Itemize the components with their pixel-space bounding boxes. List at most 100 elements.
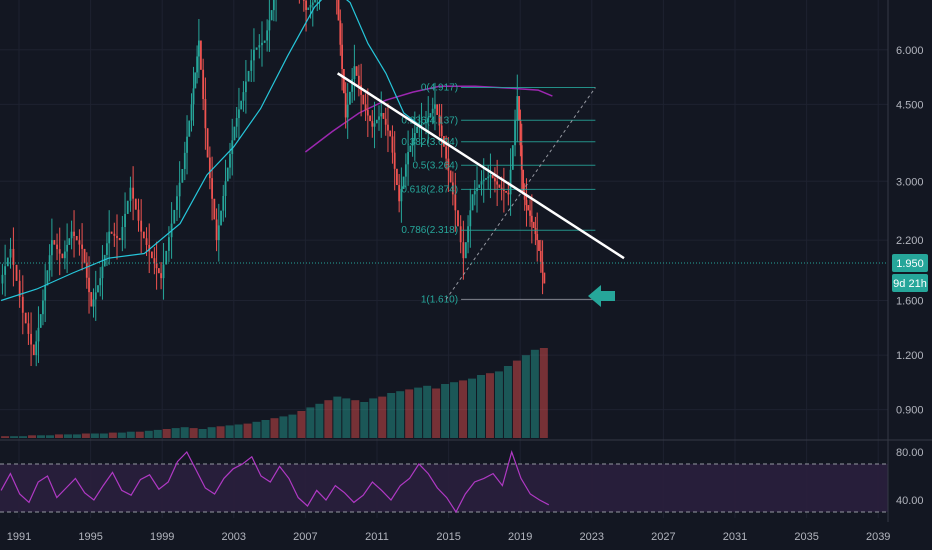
fib-level-label: 0.618(2.874) — [401, 184, 458, 195]
candle-body — [99, 278, 102, 286]
candle-body — [518, 96, 520, 121]
candle-body — [362, 94, 365, 105]
candle-body — [215, 219, 218, 241]
candle-body — [500, 187, 503, 190]
trendline[interactable] — [336, 72, 625, 260]
candle-body — [110, 231, 113, 234]
volume-bar — [108, 432, 117, 438]
price-badges: 1.950 9d 21h — [0, 253, 928, 292]
candle-body — [494, 178, 496, 182]
time-tick-label: 1999 — [150, 531, 174, 543]
candle-body — [496, 181, 499, 185]
candle-body — [78, 240, 81, 245]
candle-body — [539, 250, 542, 262]
trendline-line — [336, 72, 625, 260]
fib-level-label: 0.236(4.137) — [401, 115, 458, 126]
volume-bar — [378, 396, 387, 438]
candle-body — [126, 200, 129, 214]
volume-bar — [28, 435, 37, 438]
candle-body — [46, 270, 49, 286]
time-tick-label: 2019 — [508, 531, 532, 543]
candle-body — [469, 210, 472, 227]
volume-bar — [90, 433, 99, 438]
rsi-band — [0, 464, 888, 512]
candle-body — [378, 116, 380, 120]
candle-body — [541, 261, 544, 273]
time-tick-label: 2015 — [436, 531, 460, 543]
volume-bar — [144, 430, 153, 438]
candle-body — [389, 130, 392, 137]
candle-body — [9, 248, 12, 258]
candle-body — [307, 7, 310, 10]
candle-body — [351, 79, 354, 92]
volume-bar — [485, 373, 494, 438]
candle-body — [398, 185, 401, 202]
candle-body — [449, 170, 452, 183]
candle-body — [529, 210, 531, 216]
axes: 22.00016.00012.0009.0006.0004.5003.0002.… — [7, 0, 924, 543]
candle-body — [360, 85, 363, 95]
fibonacci-retracement[interactable]: 0(4.917) 0.236(4.137) 0.382(3.694) 0.5(3.26… — [401, 83, 596, 306]
candle-body — [240, 100, 243, 110]
candle-body — [222, 195, 225, 211]
candle-body — [375, 119, 378, 124]
arrow-annotation[interactable] — [588, 285, 615, 307]
fib-trend-dashed — [445, 87, 596, 300]
candle-body — [454, 194, 457, 211]
volume-bar — [117, 432, 126, 438]
candle-body — [148, 244, 151, 252]
candle-body — [434, 104, 436, 109]
candle-body — [206, 128, 209, 158]
volume-bar — [315, 403, 324, 438]
candle-body — [314, 0, 316, 3]
candle-body — [83, 248, 86, 264]
candle-body — [302, 0, 305, 1]
candle-body — [137, 209, 140, 221]
candle-body — [27, 323, 30, 334]
candle-body — [266, 30, 269, 41]
candle-body — [68, 238, 71, 245]
candle-body — [480, 181, 483, 185]
candle-body — [462, 242, 465, 259]
candle-body — [491, 175, 494, 179]
candle-body — [400, 188, 403, 202]
candle-body — [88, 277, 90, 293]
candle-body — [53, 240, 56, 245]
candle-body — [530, 215, 533, 222]
candle-body — [337, 0, 340, 21]
candle-body — [380, 112, 383, 117]
candle-body — [429, 113, 432, 118]
candle-body — [85, 263, 88, 278]
candle-body — [244, 81, 247, 93]
candle-body — [35, 341, 38, 356]
candle-body — [253, 49, 255, 61]
volume-bar — [171, 428, 180, 438]
rsi-tick-label: 80.00 — [896, 447, 924, 459]
candle-body — [231, 140, 234, 154]
time-tick-label: 2031 — [723, 531, 747, 543]
time-tick-label: 2039 — [866, 531, 890, 543]
candle-body — [534, 227, 537, 235]
candle-body — [532, 221, 535, 228]
volume-bar — [503, 366, 512, 438]
candle-body — [233, 126, 236, 141]
candle-body — [217, 225, 220, 241]
fib-level-label: 0.5(3.264) — [412, 160, 458, 171]
candle-body — [355, 66, 358, 76]
volume-bar — [279, 416, 288, 438]
candle-body — [145, 238, 148, 245]
volume-bar — [512, 360, 521, 438]
candle-body — [425, 122, 427, 124]
candle-body — [202, 69, 205, 100]
time-tick-label: 2011 — [365, 531, 389, 543]
candle-body — [226, 167, 229, 182]
fib-level-label: 0.382(3.694) — [401, 137, 458, 148]
volume-bar — [234, 424, 243, 438]
candle-body — [181, 169, 184, 183]
candle-body — [48, 255, 51, 271]
candle-body — [505, 191, 508, 193]
volume-bar — [54, 434, 63, 438]
candle-body — [382, 112, 385, 119]
candle-body — [142, 231, 145, 239]
